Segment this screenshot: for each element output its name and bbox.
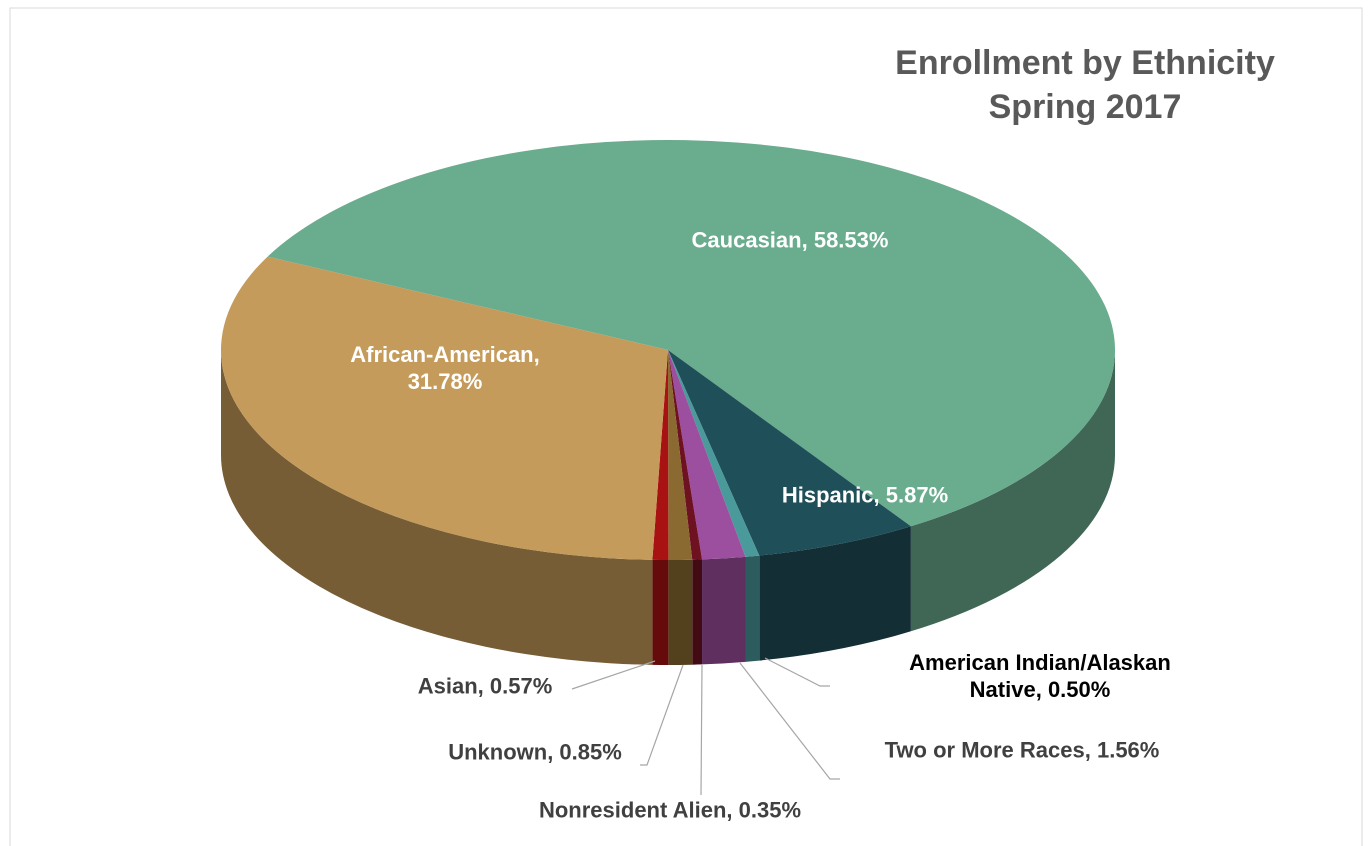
slice (220, 256, 668, 560)
label-category: Caucasian (691, 227, 802, 253)
data-label: Caucasian, 58.53% (692, 227, 889, 254)
label-separator: , (477, 673, 490, 699)
data-label: Asian, 0.57% (418, 673, 553, 700)
slice-side (221, 350, 653, 665)
leader-line (571, 660, 656, 690)
label-separator: , (1084, 737, 1097, 763)
leader-line (700, 664, 703, 796)
slice-side (668, 559, 693, 665)
label-value: 0.57% (489, 673, 553, 699)
label-value: 0.35% (738, 797, 802, 823)
slice-side (910, 350, 1115, 632)
label-separator: , (801, 227, 814, 253)
label-category: Unknown (448, 739, 548, 765)
label-category: Two or More Races (884, 737, 1085, 763)
slice (652, 350, 669, 561)
slice (668, 350, 760, 557)
slice (267, 139, 1116, 527)
chart-subtitle: Spring 2017 (988, 88, 1182, 126)
data-label: Hispanic, 5.87% (782, 482, 948, 509)
label-separator: , (547, 739, 560, 765)
leader-line (764, 657, 830, 687)
slice (668, 350, 746, 560)
data-label: American Indian/Alaskan Native, 0.50% (880, 649, 1200, 703)
chart-border (9, 7, 1363, 846)
data-label: Unknown, 0.85% (448, 739, 622, 766)
label-value: 0.50% (1047, 677, 1111, 702)
slice (668, 350, 911, 556)
slice-side (745, 555, 760, 662)
pie-sides (221, 350, 1115, 665)
label-value: 31.78% (407, 369, 483, 394)
slice-side (652, 559, 669, 665)
label-value: 0.85% (559, 739, 622, 765)
label-category: Asian (417, 673, 478, 699)
label-separator: , (873, 482, 886, 508)
slice (668, 350, 693, 560)
data-label: African-American, 31.78% (330, 341, 560, 395)
label-category: Nonresident Alien (538, 797, 727, 823)
label-value: 5.87% (885, 482, 949, 508)
slice-side (702, 556, 746, 665)
slice-side (759, 526, 911, 661)
label-category: African-American (350, 342, 534, 367)
label-separator: , (533, 342, 546, 367)
label-separator: , (1035, 677, 1048, 702)
leader-line (640, 664, 684, 766)
label-value: 58.53% (813, 227, 889, 253)
slice (668, 350, 703, 560)
pie-tops (220, 139, 1116, 561)
label-separator: , (726, 797, 739, 823)
data-label: Two or More Races, 1.56% (885, 737, 1160, 764)
chart-title: Enrollment by Ethnicity (895, 44, 1275, 82)
label-category: American Indian/Alaskan Native (909, 650, 1171, 702)
label-value: 1.56% (1096, 737, 1160, 763)
data-label: Nonresident Alien, 0.35% (539, 797, 801, 824)
label-category: Hispanic (781, 482, 874, 508)
slice-side (692, 559, 703, 665)
leader-line (739, 662, 840, 780)
